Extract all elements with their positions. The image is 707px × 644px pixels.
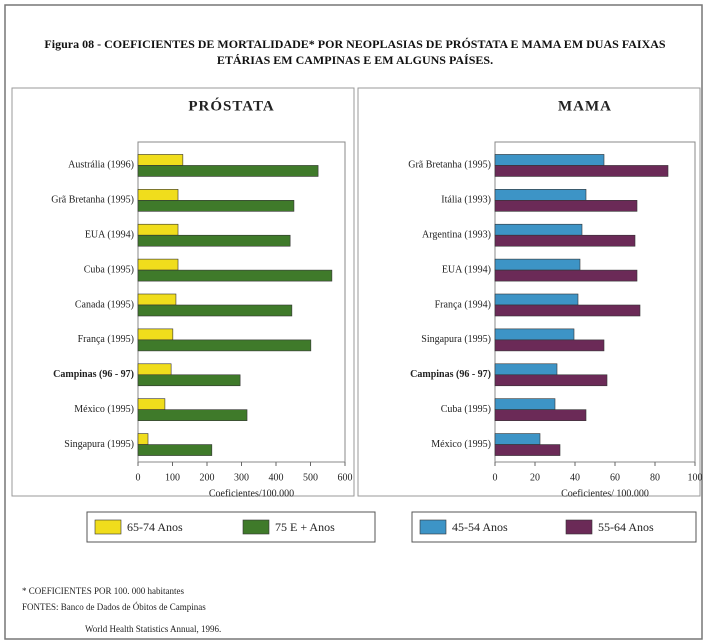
bar	[494, 293, 579, 306]
category-label: França (1995)	[78, 334, 134, 345]
bar	[137, 398, 166, 410]
note: * COEFICIENTES POR 100. 000 habitantes	[22, 586, 184, 596]
category-label: México (1995)	[74, 404, 134, 415]
legend-swatch	[242, 519, 270, 535]
legend-label: 65-74 Anos	[127, 520, 183, 534]
bar	[494, 363, 558, 376]
bar	[494, 374, 608, 387]
bar	[137, 165, 319, 177]
x-axis-label: Coeficientes/ 100.000	[561, 488, 649, 499]
note: World Health Statistics Annual, 1996.	[85, 624, 221, 634]
bar	[137, 363, 172, 376]
bar	[494, 433, 541, 445]
panel-title: PRÓSTATA	[188, 97, 274, 114]
bar	[494, 223, 583, 236]
category-label: Singapura (1995)	[64, 439, 134, 450]
bar	[137, 374, 241, 387]
bar	[137, 409, 248, 421]
bar	[494, 269, 638, 282]
category-label: Itália (1993)	[441, 195, 491, 206]
legend-swatch	[419, 519, 447, 535]
bar	[137, 339, 312, 352]
legend-box	[411, 511, 697, 543]
bar	[494, 200, 638, 212]
x-tick-label: 100	[688, 472, 703, 483]
legend-swatch	[94, 519, 122, 535]
bar	[494, 258, 581, 271]
x-tick-label: 0	[493, 472, 498, 483]
category-label: Cuba (1995)	[441, 404, 491, 415]
bar	[137, 154, 184, 166]
category-label: Grã Bretanha (1995)	[51, 195, 134, 206]
x-axis-label: Coeficientes/100.000	[209, 488, 294, 499]
bar	[494, 189, 587, 201]
category-label: Austrália (1996)	[68, 160, 134, 171]
bar	[494, 409, 587, 421]
bar	[137, 328, 174, 341]
bar	[137, 189, 179, 201]
category-label: Grã Bretanha (1995)	[408, 160, 491, 171]
bar	[494, 154, 605, 166]
note: FONTES: Banco de Dados de Óbitos de Camp…	[22, 602, 206, 612]
panel-frame	[357, 87, 701, 497]
category-label: Campinas (96 - 97)	[410, 369, 491, 380]
x-tick-label: 300	[234, 472, 249, 483]
x-tick-label: 400	[269, 472, 284, 483]
bar	[494, 398, 556, 410]
x-tick-label: 500	[303, 472, 318, 483]
figure-title: Figura 08 - COEFICIENTES DE MORTALIDADE*…	[44, 37, 666, 67]
bar	[137, 444, 213, 456]
panel-title: MAMA	[558, 98, 612, 114]
legend-label: 55-64 Anos	[598, 520, 654, 534]
legend-label: 45-54 Anos	[452, 520, 508, 534]
x-tick-label: 200	[200, 472, 215, 483]
category-label: EUA (1994)	[85, 230, 134, 241]
bar	[137, 200, 295, 212]
panel-frame	[11, 87, 355, 497]
legend-swatch	[565, 519, 593, 535]
category-label: Canada (1995)	[75, 299, 134, 310]
category-label: Singapura (1995)	[421, 334, 491, 345]
bar	[137, 304, 293, 317]
legend-box	[86, 511, 376, 543]
bar	[137, 269, 333, 282]
outer-frame	[4, 4, 703, 640]
bar	[137, 293, 177, 306]
category-label: Campinas (96 - 97)	[53, 369, 134, 380]
category-label: Cuba (1995)	[84, 264, 134, 275]
x-tick-label: 600	[338, 472, 353, 483]
bar	[137, 223, 179, 236]
bar	[494, 234, 636, 247]
x-tick-label: 100	[165, 472, 180, 483]
bar	[494, 444, 561, 456]
category-label: México (1995)	[431, 439, 491, 450]
category-label: Argentina (1993)	[422, 230, 491, 241]
x-tick-label: 20	[530, 472, 540, 483]
bar	[494, 165, 669, 177]
bar	[494, 304, 641, 317]
bar	[137, 433, 149, 445]
bar	[137, 258, 179, 271]
bar	[494, 328, 575, 341]
legend-label: 75 E + Anos	[275, 520, 335, 534]
x-tick-label: 80	[650, 472, 660, 483]
category-label: França (1994)	[435, 299, 491, 310]
category-label: EUA (1994)	[442, 264, 491, 275]
bar	[137, 234, 291, 247]
x-tick-label: 40	[570, 472, 580, 483]
bar	[494, 339, 605, 352]
x-tick-label: 0	[136, 472, 141, 483]
x-tick-label: 60	[610, 472, 620, 483]
